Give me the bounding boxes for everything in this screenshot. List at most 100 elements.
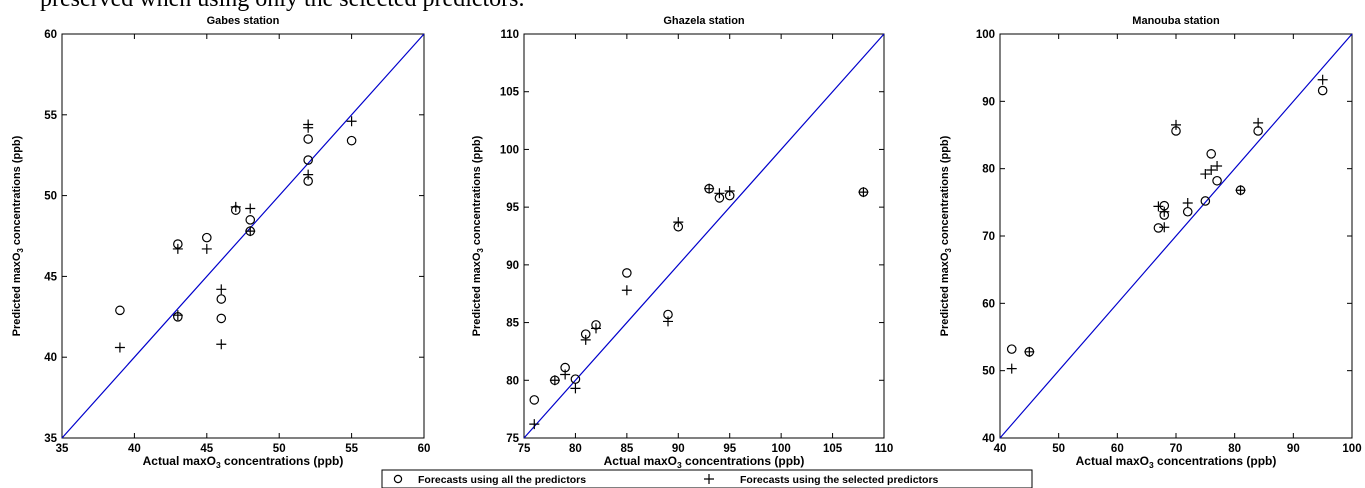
x-tick-label: 100	[772, 443, 791, 455]
point-selected-predictors	[1200, 169, 1211, 180]
point-selected-predictors	[201, 243, 212, 254]
point-all-predictors	[303, 155, 313, 165]
point-selected-predictors	[1171, 119, 1181, 130]
y-tick-label: 50	[44, 191, 57, 203]
point-selected-predictors	[1153, 201, 1164, 212]
point-all-predictors	[1253, 126, 1263, 136]
point-all-predictors	[622, 268, 632, 278]
point-all-predictors	[1212, 175, 1222, 186]
point-selected-predictors	[1253, 117, 1264, 128]
point-all-predictors	[1317, 85, 1328, 96]
point-all-predictors	[570, 374, 581, 384]
y-tick-label: 110	[500, 29, 519, 41]
point-all-predictors	[216, 313, 227, 324]
x-tick-label: 55	[345, 443, 358, 455]
panel-title: Ghazela station	[663, 15, 745, 27]
point-all-predictors	[529, 395, 540, 405]
point-all-predictors	[202, 232, 212, 243]
y-axis-label: Predicted maxO3 concentrations (ppb)	[11, 135, 25, 336]
x-tick-label: 60	[418, 443, 431, 455]
y-tick-label: 80	[506, 375, 519, 387]
x-tick-label: 85	[620, 443, 633, 455]
y-axis-label: Predicted maxO3 concentrations (ppb)	[939, 135, 953, 336]
y-tick-label: 35	[44, 433, 57, 445]
x-tick-label: 75	[518, 443, 531, 455]
identity-line	[999, 33, 1353, 439]
point-selected-predictors	[172, 243, 183, 254]
point-all-predictors	[1206, 149, 1216, 159]
point-selected-predictors	[346, 116, 357, 127]
x-tick-label: 100	[1342, 443, 1361, 455]
legend: Forecasts using all the predictors Forec…	[381, 469, 1033, 488]
point-selected-predictors	[724, 185, 735, 196]
point-selected-predictors	[1182, 198, 1193, 209]
x-axis-label: Actual maxO3 concentrations (ppb)	[1076, 454, 1277, 470]
panel-title: Gabes station	[207, 15, 280, 27]
axes-frame	[523, 33, 885, 439]
axes-frame	[61, 33, 425, 439]
point-selected-predictors	[704, 183, 715, 194]
point-all-predictors	[346, 135, 357, 146]
point-selected-predictors	[549, 375, 560, 386]
panel-1: Gabes station 35 40 45 50 55 60 35 40 45 50 55 60 Act…	[11, 15, 430, 470]
point-selected-predictors	[673, 217, 684, 228]
point-selected-predictors	[560, 369, 571, 380]
x-tick-label: 80	[1228, 443, 1241, 455]
x-tick-label: 45	[200, 443, 213, 455]
y-tick-label: 90	[982, 96, 995, 108]
point-selected-predictors	[1159, 222, 1170, 233]
panel-2: Ghazela station 75 80 85 90 95 100 105 110 75 80 85…	[471, 15, 893, 470]
x-tick-label: 80	[569, 443, 582, 455]
point-all-predictors	[115, 305, 125, 316]
x-tick-label: 50	[273, 443, 286, 455]
y-tick-label: 45	[44, 271, 57, 283]
point-selected-predictors	[858, 187, 869, 198]
point-all-predictors	[1006, 344, 1017, 354]
point-all-predictors	[1153, 223, 1164, 233]
y-tick-label: 90	[506, 260, 519, 272]
legend-label-selected: Forecasts using the selected predictors	[740, 474, 939, 486]
x-tick-label: 110	[875, 443, 894, 455]
y-tick-label: 50	[982, 366, 995, 378]
x-tick-label: 90	[672, 443, 685, 455]
point-selected-predictors	[1006, 363, 1017, 374]
point-selected-predictors	[570, 383, 581, 394]
y-tick-label: 100	[500, 144, 519, 156]
point-selected-predictors	[245, 203, 256, 214]
legend-circle-marker	[393, 474, 403, 484]
y-tick-label: 40	[982, 433, 995, 445]
x-tick-label: 40	[994, 443, 1007, 455]
point-all-predictors	[245, 215, 256, 225]
point-selected-predictors	[114, 342, 125, 353]
point-selected-predictors	[1235, 185, 1246, 196]
x-tick-label: 90	[1287, 443, 1300, 455]
x-tick-label: 105	[823, 443, 843, 455]
caption-text: preserved when using only the selected p…	[40, 0, 525, 13]
x-tick-label: 40	[128, 443, 141, 455]
point-selected-predictors	[529, 419, 540, 430]
point-selected-predictors	[621, 285, 632, 296]
y-tick-label: 105	[500, 87, 520, 99]
x-tick-label: 95	[723, 443, 736, 455]
identity-line	[61, 33, 425, 439]
legend-label-all: Forecasts using all the predictors	[418, 474, 586, 486]
x-tick-label: 35	[56, 443, 69, 455]
y-tick-label: 80	[982, 164, 995, 176]
point-selected-predictors	[1317, 74, 1328, 85]
point-selected-predictors	[216, 284, 227, 295]
y-tick-label: 40	[44, 352, 57, 364]
point-selected-predictors	[663, 316, 673, 327]
point-selected-predictors	[580, 334, 591, 345]
y-tick-label: 60	[982, 298, 995, 310]
point-selected-predictors	[172, 310, 183, 321]
panel-title: Manouba station	[1132, 15, 1220, 27]
point-selected-predictors	[591, 323, 601, 334]
y-tick-label: 70	[982, 231, 995, 243]
x-tick-label: 70	[1170, 443, 1183, 455]
y-tick-label: 55	[44, 110, 57, 122]
point-selected-predictors	[1024, 346, 1035, 357]
point-all-predictors	[1200, 196, 1211, 206]
x-axis-label: Actual maxO3 concentrations (ppb)	[143, 454, 344, 470]
point-selected-predictors	[230, 201, 241, 212]
point-selected-predictors	[1206, 165, 1217, 176]
